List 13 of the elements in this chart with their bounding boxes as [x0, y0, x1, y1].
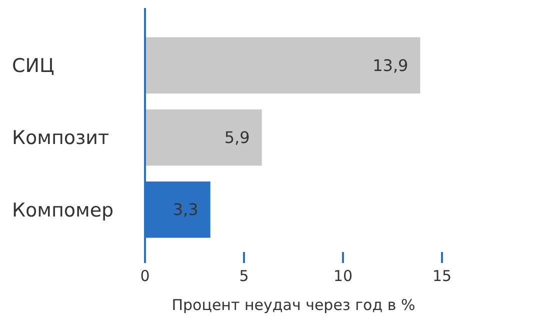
x-tick-label: 15 [432, 267, 452, 285]
bar [145, 109, 262, 166]
bar [145, 37, 420, 94]
data-label: 5,9 [224, 128, 250, 148]
x-tick-label: 5 [239, 267, 249, 285]
x-tick-label: 0 [140, 267, 150, 285]
y-tick-label: Композит [12, 127, 110, 150]
x-axis-title: Процент неудач через год в % [172, 296, 416, 314]
x-tick-label: 10 [333, 267, 353, 285]
data-label: 3,3 [172, 200, 198, 220]
y-tick-label: Компомер [12, 199, 114, 222]
y-tick-label: СИЦ [12, 55, 54, 77]
data-label: 13,9 [372, 56, 408, 75]
